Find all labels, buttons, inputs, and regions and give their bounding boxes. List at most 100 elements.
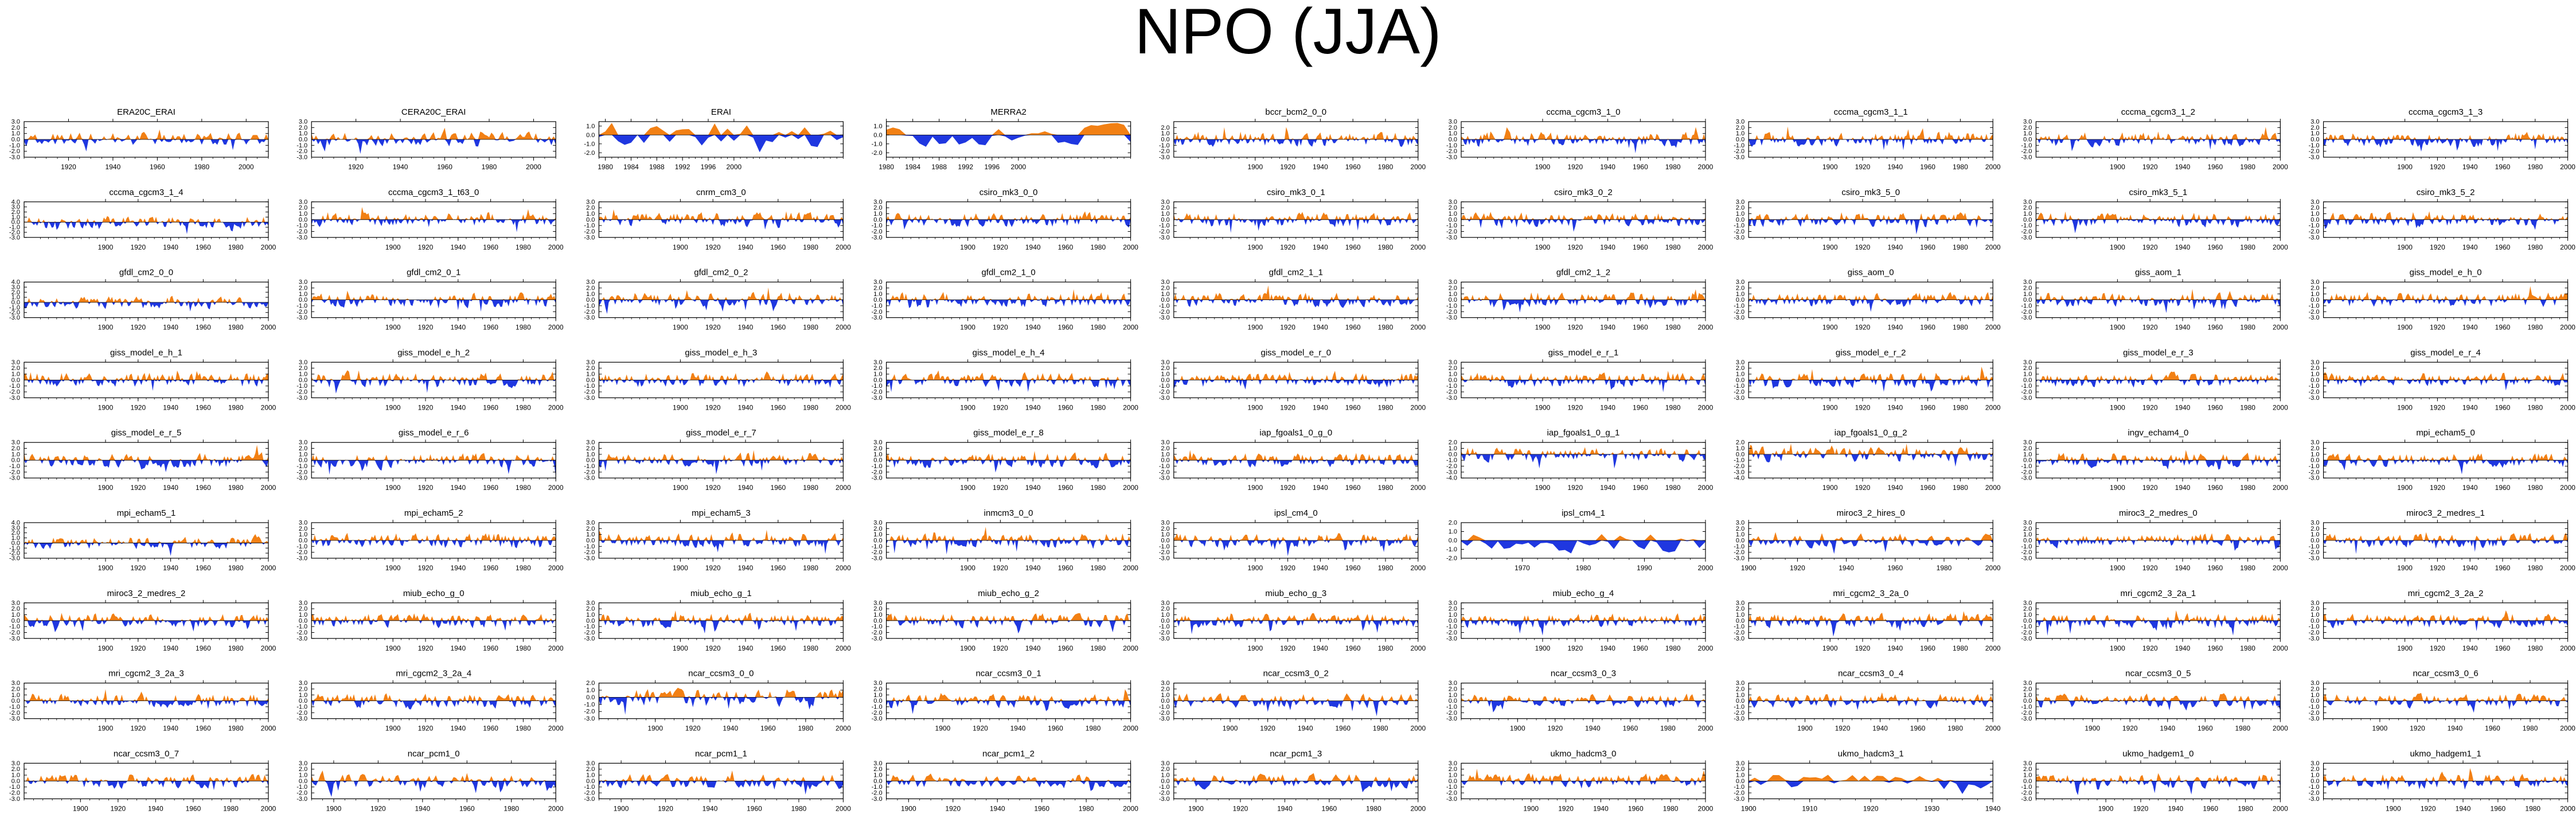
panel-title: giss_model_e_h_1: [110, 348, 182, 357]
x-tick-label: 1920: [1567, 644, 1583, 652]
y-tick-label: -2.0: [584, 150, 595, 157]
plot-frame: [24, 282, 268, 318]
x-tick-label: 1900: [1535, 243, 1551, 251]
x-tick-label: 1920: [2142, 324, 2158, 332]
panel-title: iap_fgoals1_0_g_0: [1259, 428, 1332, 438]
positive-area: [2324, 453, 2568, 460]
negative-area: [24, 380, 268, 391]
panel-title: csiro_mk3_5_2: [2417, 188, 2475, 197]
x-tick-label: 1940: [2462, 644, 2478, 652]
x-tick-label: 1920: [2142, 243, 2158, 251]
negative-area: [1461, 300, 1705, 313]
x-tick-label: 2000: [836, 725, 851, 733]
x-tick-label: 2000: [1985, 564, 2001, 572]
x-tick-label: 1940: [1887, 243, 1903, 251]
x-tick-label: 2000: [2273, 564, 2288, 572]
x-tick-label: 1980: [1665, 324, 1681, 332]
x-tick-label: 1940: [2462, 564, 2478, 572]
y-tick-label: -3.0: [2021, 234, 2032, 241]
panel: miub_echo_g_03.02.01.00.0-1.0-2.0-3.0190…: [296, 589, 564, 652]
x-tick-label: 2000: [2273, 403, 2288, 411]
x-tick-label: 1940: [2175, 403, 2191, 411]
panel: giss_model_e_r_43.02.01.00.0-1.0-2.0-3.0…: [2309, 348, 2576, 411]
panel: ncar_ccsm3_0_33.02.01.00.0-1.0-2.0-3.019…: [1446, 669, 1714, 733]
x-tick-label: 1940: [1313, 644, 1328, 652]
plot-frame: [1461, 442, 1705, 478]
y-tick-label: -3.0: [9, 154, 20, 161]
panel: miub_echo_g_43.02.01.00.0-1.0-2.0-3.0190…: [1446, 589, 1714, 652]
panel-title: giss_model_e_r_5: [111, 428, 182, 438]
negative-area: [2036, 300, 2280, 313]
x-tick-label: 1940: [450, 243, 466, 251]
x-tick-label: 1940: [1839, 564, 1854, 572]
x-tick-label: 1920: [705, 324, 721, 332]
panel-title: CERA20C_ERAI: [401, 107, 466, 117]
positive-area: [24, 689, 268, 700]
x-tick-label: 1940: [1887, 163, 1903, 171]
x-tick-label: 1960: [1345, 403, 1361, 411]
x-tick-label: 1980: [1576, 564, 1591, 572]
x-tick-label: 2000: [836, 484, 851, 492]
positive-area: [1174, 285, 1418, 299]
y-tick-label: 0.0: [1449, 538, 1457, 544]
x-tick-label: 1960: [2207, 163, 2223, 171]
x-tick-label: 2000: [548, 324, 564, 332]
x-tick-label: 2000: [836, 324, 851, 332]
y-tick-label: -3.0: [584, 314, 595, 321]
panel-title: cccma_cgcm3_1_3: [2409, 107, 2483, 117]
panel-title: csiro_mk3_0_0: [979, 188, 1038, 197]
x-tick-label: 1940: [2175, 243, 2191, 251]
positive-area: [2324, 132, 2568, 139]
y-tick-label: -3.0: [296, 395, 307, 402]
x-tick-label: 1960: [1920, 484, 1935, 492]
x-tick-label: 1940: [163, 725, 178, 733]
x-tick-label: 1980: [516, 243, 531, 251]
negative-area: [599, 460, 843, 474]
x-tick-label: 1920: [993, 484, 1008, 492]
x-tick-label: 1940: [1887, 403, 1903, 411]
x-tick-label: 1960: [483, 564, 498, 572]
panel: iap_fgoals1_0_g_22.01.00.0-1.0-2.0-3.0-4…: [1734, 428, 2001, 492]
y-tick-label: 0.0: [873, 132, 882, 139]
y-tick-label: -1.0: [584, 141, 595, 147]
negative-area: [1174, 701, 1418, 717]
x-tick-label: 2000: [261, 644, 276, 652]
x-tick-label: 1900: [673, 644, 688, 652]
x-tick-label: 1940: [1025, 564, 1041, 572]
x-tick-label: 1960: [2207, 564, 2223, 572]
x-tick-label: 1920: [1567, 324, 1583, 332]
x-tick-label: 1920: [2430, 484, 2445, 492]
panel-title: ncar_ccsm3_0_3: [1551, 669, 1616, 679]
negative-area: [311, 139, 556, 154]
x-tick-label: 1940: [738, 403, 754, 411]
x-tick-label: 1960: [2495, 644, 2511, 652]
x-tick-label: 1900: [2397, 163, 2413, 171]
negative-area: [2036, 621, 2280, 636]
x-tick-label: 2000: [2560, 564, 2575, 572]
x-tick-label: 1920: [1280, 163, 1295, 171]
x-tick-label: 1980: [516, 644, 531, 652]
x-tick-label: 1940: [450, 725, 466, 733]
panel: cccma_cgcm3_1_23.02.01.00.0-1.0-2.0-3.01…: [2021, 107, 2288, 171]
positive-area: [2324, 532, 2568, 540]
panel-title: bccr_bcm2_0_0: [1265, 107, 1326, 117]
x-tick-label: 1980: [228, 403, 244, 411]
panel-title: miroc3_2_medres_0: [2119, 508, 2198, 518]
x-tick-label: 1940: [738, 243, 754, 251]
x-tick-label: 1940: [163, 403, 178, 411]
positive-area: [311, 453, 556, 460]
y-tick-label: -3.0: [584, 234, 595, 241]
x-tick-label: 2000: [836, 403, 851, 411]
x-tick-label: 2000: [1698, 403, 1714, 411]
negative-area: [1174, 139, 1418, 147]
panel-title: giss_aom_1: [2135, 268, 2181, 278]
x-tick-label: 1920: [973, 725, 988, 733]
x-tick-label: 1940: [1887, 484, 1903, 492]
x-tick-label: 1960: [1920, 644, 1935, 652]
y-tick-label: 1.0: [873, 123, 882, 130]
x-tick-label: 2000: [1698, 163, 1714, 171]
x-tick-label: 2000: [1985, 644, 2001, 652]
panel: miroc3_2_medres_03.02.01.00.0-1.0-2.0-3.…: [2021, 508, 2288, 572]
panel: csiro_mk3_0_23.02.01.00.0-1.0-2.0-3.0190…: [1446, 188, 1714, 251]
